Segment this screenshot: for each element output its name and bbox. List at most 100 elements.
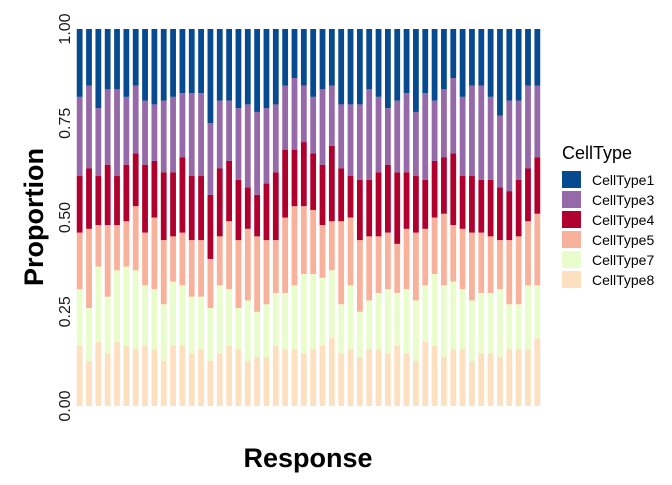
bar-segment-celltype3	[413, 111, 419, 177]
legend-label-celltype5: CellType5	[592, 232, 654, 248]
bar-segment-celltype5	[328, 221, 335, 271]
legend-label-celltype1: CellType1	[592, 172, 654, 188]
bar-segment-celltype8	[515, 349, 522, 406]
bar-segment-celltype5	[170, 236, 176, 282]
bar-segment-celltype3	[123, 96, 130, 165]
bar-segment-celltype5	[319, 225, 326, 278]
bar-segment-celltype7	[431, 274, 438, 346]
bar-segment-celltype3	[300, 85, 307, 143]
bar-40	[441, 29, 447, 406]
bar-segment-celltype3	[291, 78, 298, 150]
bar-segment-celltype1	[469, 29, 475, 86]
bar-segment-celltype5	[272, 240, 279, 293]
bar-segment-celltype7	[104, 296, 111, 354]
bar-segment-celltype5	[142, 232, 148, 286]
bar-segment-celltype4	[188, 176, 195, 241]
bar-25	[300, 29, 307, 406]
bar-segment-celltype3	[450, 78, 457, 154]
bar-segment-celltype7	[114, 270, 120, 342]
bar-segment-celltype3	[506, 100, 513, 192]
bar-28	[328, 29, 335, 406]
bar-segment-celltype1	[459, 29, 466, 97]
bar-segment-celltype3	[384, 108, 391, 165]
legend-key-celltype5	[562, 231, 581, 248]
bar-segment-celltype8	[506, 349, 513, 406]
bar-segment-celltype7	[188, 296, 195, 354]
bar-14	[198, 29, 204, 406]
bar-segment-celltype1	[254, 29, 261, 112]
bar-segment-celltype4	[179, 157, 186, 233]
bar-segment-celltype8	[441, 356, 447, 406]
bar-34	[384, 29, 391, 406]
bar-segment-celltype1	[375, 29, 382, 97]
bar-segment-celltype8	[188, 353, 195, 406]
bar-segment-celltype4	[282, 149, 289, 218]
bar-segment-celltype7	[95, 266, 102, 342]
bar-segment-celltype8	[534, 338, 541, 406]
bar-segment-celltype1	[151, 29, 158, 105]
bar-segment-celltype8	[216, 353, 223, 406]
bar-segment-celltype8	[170, 345, 176, 406]
bar-segment-celltype3	[188, 93, 195, 177]
bar-segment-celltype3	[347, 104, 354, 177]
bar-segment-celltype5	[394, 243, 401, 293]
bar-segment-celltype8	[384, 353, 391, 406]
bar-segment-celltype5	[497, 240, 503, 290]
bar-segment-celltype4	[170, 172, 176, 237]
bar-segment-celltype5	[347, 217, 354, 286]
bar-segment-celltype5	[86, 228, 92, 308]
bar-21	[263, 29, 270, 406]
bar-segment-celltype7	[254, 311, 261, 357]
bar-segment-celltype4	[114, 176, 120, 226]
bar-segment-celltype3	[534, 85, 541, 158]
bar-segment-celltype3	[394, 100, 401, 173]
bar-segment-celltype5	[310, 209, 317, 275]
bar-segment-celltype8	[86, 360, 92, 406]
bar-segment-celltype8	[422, 341, 429, 406]
bar-segment-celltype4	[244, 187, 251, 229]
bar-segment-celltype5	[469, 232, 475, 301]
bar-segment-celltype8	[291, 349, 298, 406]
bar-segment-celltype1	[86, 29, 92, 86]
bar-segment-celltype3	[338, 104, 345, 169]
bar-segment-celltype5	[207, 258, 214, 308]
bar-segment-celltype4	[142, 164, 148, 233]
bar-segment-celltype7	[356, 311, 363, 357]
bar-segment-celltype8	[431, 345, 438, 406]
bar-33	[375, 29, 382, 406]
bar-segment-celltype5	[282, 217, 289, 293]
bar-segment-celltype7	[525, 285, 531, 350]
bar-segment-celltype7	[375, 292, 382, 350]
bar-segment-celltype3	[216, 100, 223, 169]
bar-segment-celltype7	[151, 289, 158, 350]
bar-segment-celltype8	[254, 356, 261, 406]
bar-segment-celltype4	[450, 153, 457, 226]
bar-segment-celltype5	[515, 236, 522, 305]
bar-segment-celltype5	[95, 225, 102, 267]
bar-segment-celltype5	[525, 221, 531, 286]
bar-segment-celltype1	[104, 29, 111, 90]
bar-segment-celltype1	[95, 29, 102, 109]
bar-segment-celltype4	[487, 179, 494, 237]
bar-6	[123, 29, 130, 406]
bar-12	[179, 29, 186, 406]
bar-segment-celltype1	[179, 29, 186, 94]
bar-segment-celltype5	[413, 232, 419, 301]
bar-segment-celltype3	[375, 96, 382, 173]
bar-segment-celltype7	[328, 270, 335, 339]
bar-segment-celltype3	[104, 89, 111, 165]
bar-segment-celltype4	[198, 176, 204, 241]
bar-segment-celltype3	[431, 100, 438, 161]
bar-segment-celltype1	[263, 29, 270, 109]
bar-segment-celltype5	[216, 236, 223, 286]
bar-segment-celltype7	[413, 300, 419, 361]
bar-segment-celltype8	[525, 349, 531, 406]
bar-segment-celltype1	[441, 29, 447, 90]
legend-label-celltype7: CellType7	[592, 252, 654, 268]
bar-37	[413, 29, 419, 406]
bar-48	[515, 29, 522, 406]
y-tick-label: 1.00	[57, 13, 74, 44]
bar-segment-celltype7	[384, 289, 391, 354]
bar-36	[403, 29, 410, 406]
bar-segment-celltype4	[86, 168, 92, 229]
